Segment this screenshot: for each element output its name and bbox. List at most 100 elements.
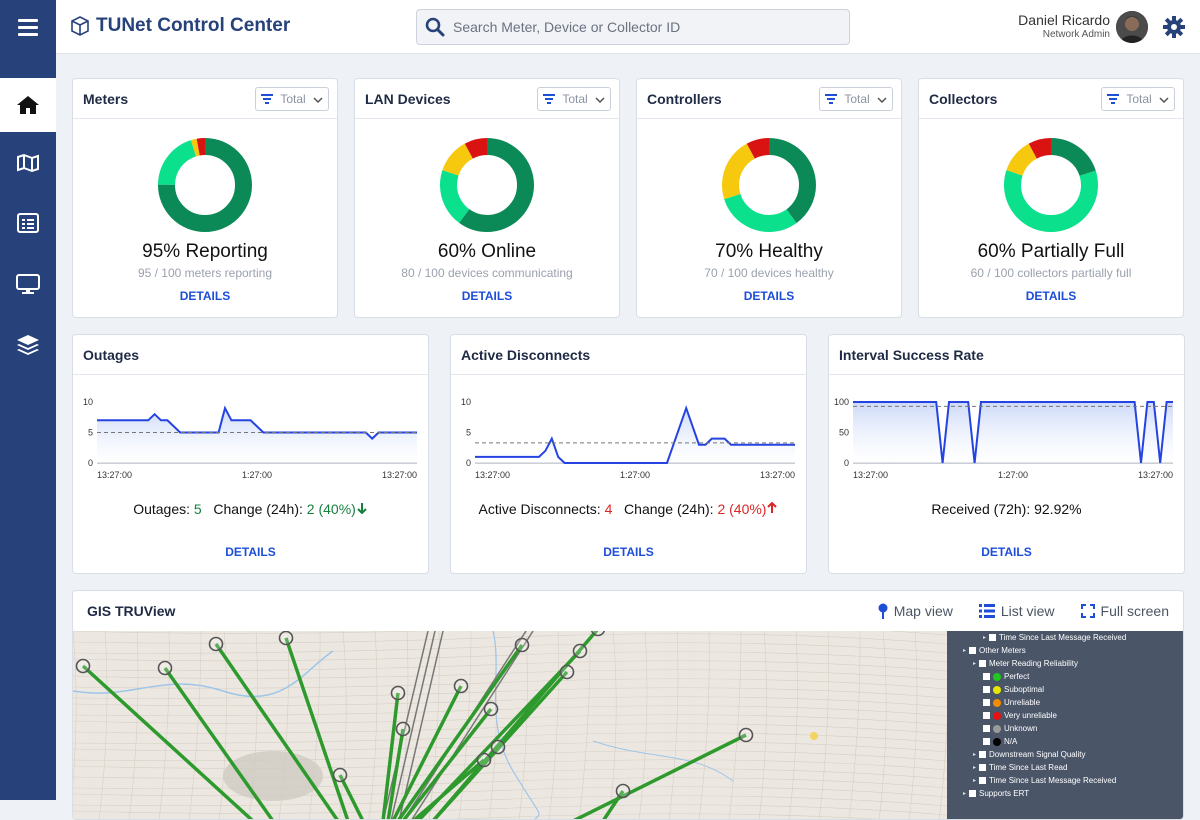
search-input[interactable]	[453, 19, 843, 35]
full-screen-button[interactable]: Full screen	[1080, 603, 1169, 619]
legend-item[interactable]: N/A	[983, 737, 1017, 746]
network-link	[392, 685, 463, 819]
legend-item[interactable]: ▸ Time Since Last Message Received	[983, 633, 1126, 642]
sidebar-item-layers[interactable]	[0, 318, 56, 372]
settings-button[interactable]	[1163, 16, 1185, 43]
device-node[interactable]	[483, 701, 499, 717]
avatar[interactable]	[1116, 11, 1148, 43]
expand-triangle-icon[interactable]: ▸	[973, 765, 977, 771]
device-node[interactable]	[390, 685, 406, 701]
device-node[interactable]	[572, 643, 588, 659]
details-link[interactable]: DETAILS	[981, 545, 1032, 559]
legend-checkbox[interactable]	[979, 777, 987, 784]
device-node[interactable]	[615, 783, 631, 799]
filter-value: Total	[562, 91, 588, 106]
sidebar-item-home[interactable]	[0, 78, 56, 132]
device-node[interactable]	[476, 752, 492, 768]
device-node[interactable]	[559, 664, 575, 680]
search-icon	[425, 17, 445, 37]
filter-select[interactable]: Total	[1101, 86, 1175, 111]
expand-triangle-icon[interactable]: ▸	[963, 791, 967, 797]
device-node[interactable]	[514, 637, 530, 653]
gis-map[interactable]	[73, 631, 947, 819]
expand-icon	[1080, 604, 1095, 618]
device-node[interactable]	[490, 739, 506, 755]
trend-label: Received (72h):	[931, 501, 1031, 517]
donut-chart	[155, 135, 255, 235]
summary-stat: 70% Healthy	[715, 241, 823, 262]
trend-stat: Active Disconnects: 4 Change (24h): 2 (4…	[451, 501, 806, 517]
user-info[interactable]: Daniel Ricardo Network Admin	[1018, 12, 1110, 40]
filter-select[interactable]: Total	[537, 86, 611, 111]
filter-value: Total	[1126, 91, 1152, 106]
gear-icon	[1163, 16, 1185, 38]
device-node[interactable]	[157, 660, 173, 676]
legend-item[interactable]: ▸ Downstream Signal Quality	[973, 750, 1086, 759]
details-link[interactable]: DETAILS	[603, 545, 654, 559]
legend-checkbox[interactable]	[979, 660, 987, 667]
details-link[interactable]: DETAILS	[225, 545, 276, 559]
list-view-icon	[978, 604, 995, 618]
legend-checkbox[interactable]	[979, 751, 987, 758]
card-title: Active Disconnects	[461, 346, 591, 363]
legend-checkbox[interactable]	[983, 699, 990, 706]
legend-item[interactable]: Unreliable	[983, 698, 1040, 707]
expand-triangle-icon[interactable]: ▸	[963, 648, 967, 654]
change-label: Change (24h):	[213, 501, 303, 517]
expand-triangle-icon[interactable]: ▸	[973, 752, 977, 758]
device-node[interactable]	[75, 658, 91, 674]
summary-substat: 80 / 100 devices communicating	[401, 266, 573, 280]
legend-checkbox[interactable]	[983, 673, 990, 680]
details-link[interactable]: DETAILS	[1025, 289, 1077, 303]
x-tick-label: 1:27:00	[998, 470, 1028, 480]
device-node[interactable]	[738, 727, 754, 743]
legend-checkbox[interactable]	[969, 790, 977, 797]
legend-checkbox[interactable]	[983, 725, 990, 732]
legend-checkbox[interactable]	[979, 764, 987, 771]
legend-item[interactable]: ▸ Meter Reading Reliability	[973, 659, 1078, 668]
y-tick-label: 50	[839, 428, 849, 438]
sidebar-item-list[interactable]	[0, 196, 56, 250]
expand-triangle-icon[interactable]: ▸	[973, 778, 977, 784]
legend-checkbox[interactable]	[983, 738, 990, 745]
details-link[interactable]: DETAILS	[179, 289, 231, 303]
gis-title: GIS TRUView	[87, 603, 176, 619]
filter-select[interactable]: Total	[255, 86, 329, 111]
summary-substat: 95 / 100 meters reporting	[137, 266, 273, 280]
filter-value: Total	[280, 91, 306, 106]
sidebar-item-map[interactable]	[0, 136, 56, 190]
legend-checkbox[interactable]	[983, 712, 990, 719]
legend-checkbox[interactable]	[969, 647, 977, 654]
legend-checkbox[interactable]	[983, 686, 990, 693]
legend-item[interactable]: Very unreliable	[983, 711, 1057, 720]
device-node[interactable]	[208, 636, 224, 652]
details-link[interactable]: DETAILS	[461, 289, 513, 303]
series-area	[853, 402, 1173, 463]
filter-select[interactable]: Total	[819, 86, 893, 111]
legend-item[interactable]: ▸ Supports ERT	[963, 789, 1029, 798]
legend-checkbox[interactable]	[989, 634, 997, 641]
device-node[interactable]	[590, 631, 606, 637]
sidebar-item-monitor[interactable]	[0, 257, 56, 311]
expand-triangle-icon[interactable]: ▸	[973, 661, 977, 667]
legend-item[interactable]: ▸ Other Meters	[963, 646, 1026, 655]
legend-item[interactable]: ▸ Time Since Last Message Received	[973, 776, 1116, 785]
map-view-button[interactable]: Map view	[878, 603, 953, 619]
legend-item[interactable]: Unknown	[983, 724, 1037, 733]
legend-item[interactable]: ▸ Time Since Last Read	[973, 763, 1067, 772]
arrow-down-icon	[356, 501, 368, 517]
cube-logo-icon	[71, 16, 89, 36]
details-link[interactable]: DETAILS	[743, 289, 795, 303]
list-view-button[interactable]: List view	[978, 603, 1055, 619]
search-box[interactable]	[416, 9, 850, 45]
filter-icon	[261, 93, 273, 104]
device-node[interactable]	[332, 767, 348, 783]
legend-item[interactable]: Suboptimal	[983, 685, 1044, 694]
menu-button[interactable]	[0, 0, 56, 54]
device-node[interactable]	[453, 678, 469, 694]
device-node[interactable]	[278, 631, 294, 646]
expand-triangle-icon[interactable]: ▸	[983, 635, 987, 641]
legend-item[interactable]: Perfect	[983, 672, 1029, 681]
device-node[interactable]	[395, 721, 411, 737]
device-node[interactable]	[810, 732, 818, 740]
